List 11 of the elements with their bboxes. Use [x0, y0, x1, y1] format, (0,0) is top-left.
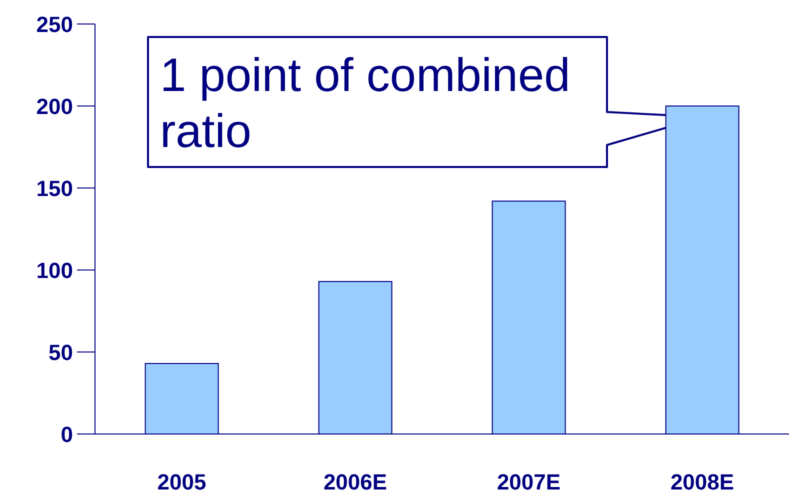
y-tick-label: 200: [36, 94, 73, 119]
y-tick-label: 50: [48, 340, 73, 365]
annotation: 1 point of combined ratio: [160, 47, 572, 159]
x-tick-label: 2006E: [323, 470, 388, 495]
y-tick-label: 0: [60, 422, 73, 447]
x-tick-label: 2008E: [670, 470, 734, 495]
y-tick-label: 100: [36, 258, 73, 283]
y-tick-label: 150: [36, 176, 73, 201]
x-tick-label: 2007E: [496, 470, 561, 495]
x-tick-label: 2005: [157, 470, 206, 495]
y-tick-label: 250: [36, 12, 73, 37]
